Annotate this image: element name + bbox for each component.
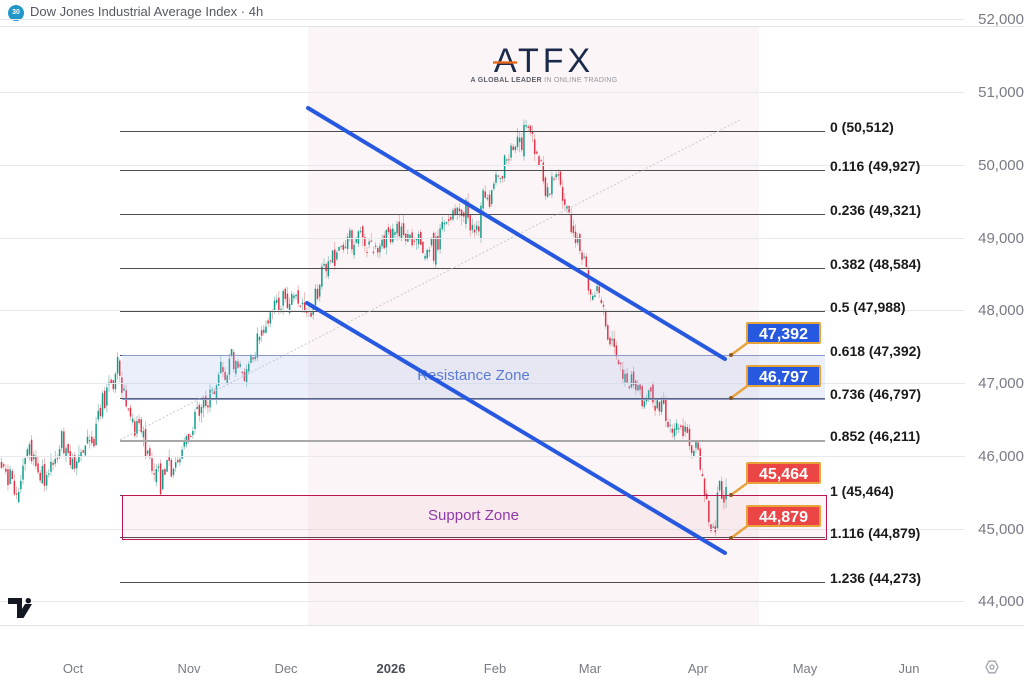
svg-text:ATFX: ATFX <box>494 42 594 80</box>
